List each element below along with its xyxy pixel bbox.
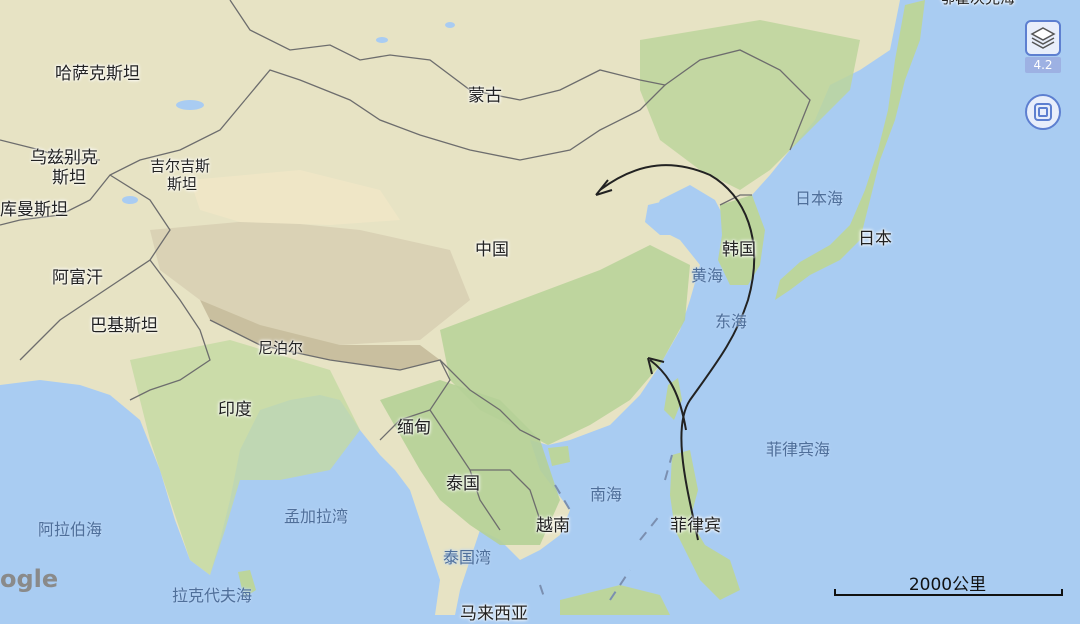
label-afghanistan: 阿富汗 [52,268,103,288]
vegetation-south-china [440,245,690,445]
landmass-taiwan [664,378,682,420]
google-logo: ogle [0,565,59,593]
label-china: 中国 [475,240,509,260]
locate-button[interactable] [1025,94,1061,130]
label-gulf-of-thailand: 泰国湾 [443,548,492,567]
label-top-right-partial: 鄂霍次克海 [940,0,1015,8]
label-bay-of-bengal: 孟加拉湾 [284,507,349,526]
lakes [122,22,455,204]
label-nepal: 尼泊尔 [258,339,304,357]
label-india: 印度 [218,400,252,420]
country-borders [0,0,811,531]
label-south-china-sea: 南海 [590,485,623,504]
label-kazakhstan: 哈萨克斯坦 [55,64,140,84]
label-uzbekistan-2: 斯坦 [52,168,86,188]
mountain-himalaya [200,300,440,370]
route-line [599,164,756,541]
route-branch [649,359,687,431]
landmass-hainan [548,446,570,466]
landmass-sri-lanka [238,570,256,598]
vegetation-india [130,340,360,575]
label-east-china-sea: 东海 [715,312,748,331]
label-turkmenistan: 库曼斯坦 [0,200,68,220]
desert-taklamakan [190,170,400,225]
label-philippines: 菲律宾 [670,516,721,536]
label-arabian-sea: 阿拉伯海 [38,520,103,539]
label-korea: 韩国 [722,240,756,260]
label-japan: 日本 [858,229,892,249]
label-laccadive-sea: 拉克代夫海 [172,586,253,605]
label-kyrgyzstan-2: 斯坦 [167,175,198,193]
bohai-gulf [645,195,700,235]
label-vietnam: 越南 [536,516,570,536]
landmass-borneo [560,585,670,615]
label-mongolia: 蒙古 [468,86,502,106]
zoom-level-badge: 4.2 [1025,57,1061,73]
scale-label: 2000公里 [908,575,987,595]
label-philippine-sea: 菲律宾海 [766,440,831,459]
label-malaysia-partial: 马来西亚 [460,604,528,624]
route-arrow-west [647,357,665,375]
label-uzbekistan-1: 乌兹别克 [30,148,98,168]
layers-button[interactable] [1025,20,1061,56]
vegetation-indochina [380,380,560,545]
label-pakistan: 巴基斯坦 [90,316,158,336]
scale-bar: 2000公里 [834,570,1063,596]
landmass-japan [775,0,925,300]
scale-ruler [834,589,1063,596]
label-sea-of-japan: 日本海 [795,189,844,208]
maritime-boundary [539,454,673,601]
label-thailand: 泰国 [446,474,480,494]
label-kyrgyzstan-1: 吉尔吉斯 [150,157,211,175]
vegetation-northeast [640,20,860,190]
target-icon [1034,103,1052,121]
layers-icon [1030,27,1056,49]
route-arrow-north [595,179,613,196]
label-yellow-sea: 黄海 [691,266,724,285]
label-myanmar: 缅甸 [397,418,431,438]
